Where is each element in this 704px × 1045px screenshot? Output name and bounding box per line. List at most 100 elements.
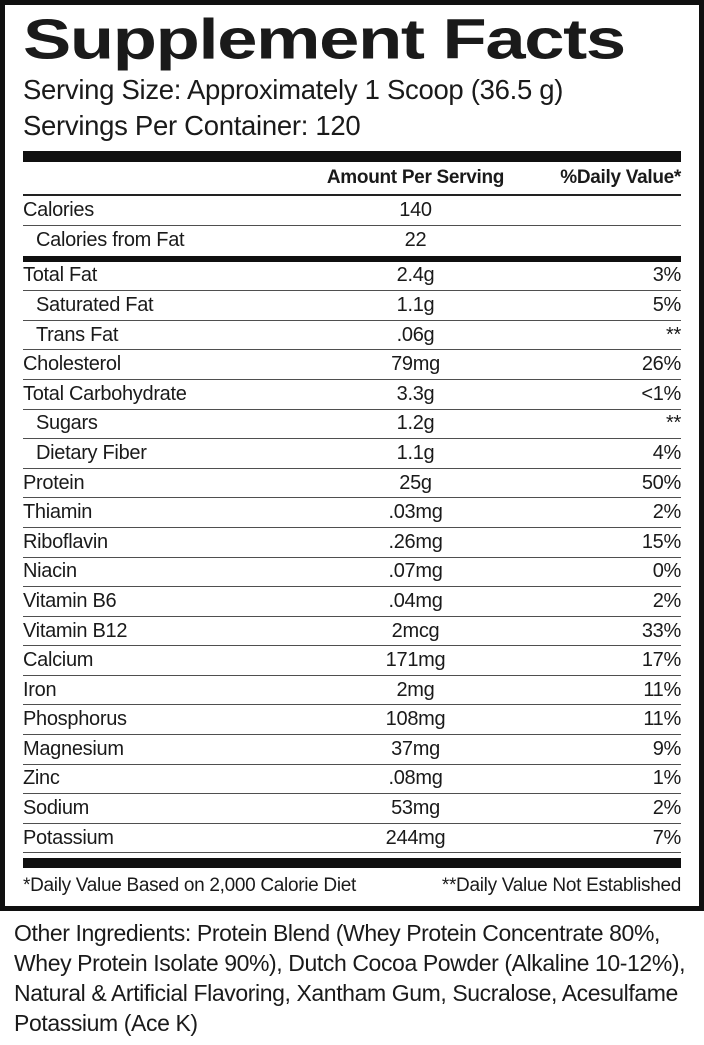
nutrient-amount: 25g (399, 471, 432, 494)
nutrient-amount: 2mcg (391, 619, 440, 642)
table-row: Calories from Fat 22 (23, 226, 681, 256)
nutrient-amount: .26mg (388, 530, 443, 553)
table-row: Vitamin B6 .04mg 2% (23, 587, 681, 617)
nutrient-name: Vitamin B6 (23, 589, 117, 612)
table-row: Vitamin B12 2mcg 33% (23, 617, 681, 647)
table-row: Calcium 171mg 17% (23, 646, 681, 676)
table-row: Riboflavin .26mg 15% (23, 528, 681, 558)
nutrient-dv: <1% (641, 382, 681, 405)
servings-per-container: Servings Per Container: 120 (23, 110, 361, 142)
nutrient-dv: 17% (641, 649, 681, 672)
nutrient-dv: 1% (652, 767, 682, 790)
nutrient-amount: .07mg (388, 560, 443, 583)
nutrient-name: Total Carbohydrate (23, 382, 187, 405)
table-row: Dietary Fiber 1.1g 4% (23, 439, 681, 469)
nutrient-amount: 244mg (385, 826, 446, 849)
supplement-facts-panel: Supplement Facts Serving Size: Approxima… (0, 0, 704, 912)
nutrient-amount: 2.4g (396, 264, 435, 287)
nutrient-amount: .06g (396, 323, 435, 346)
nutrient-amount: 22 (404, 229, 427, 252)
nutrient-name: Thiamin (23, 501, 93, 524)
table-row: Saturated Fat 1.1g 5% (23, 291, 681, 321)
footnote-daily-value: *Daily Value Based on 2,000 Calorie Diet (23, 875, 357, 897)
nutrient-name: Saturated Fat (36, 293, 154, 316)
calories-section: Calories 140 Calories from Fat 22 (23, 196, 681, 255)
nutrient-dv: 11% (643, 708, 681, 731)
header-amount-per-serving: Amount Per Serving (326, 167, 505, 189)
table-row: Iron 2mg 11% (23, 676, 681, 706)
nutrient-dv: 2% (652, 589, 682, 612)
nutrient-amount: 1.1g (396, 293, 435, 316)
nutrient-name: Iron (23, 678, 57, 701)
nutrient-name: Potassium (23, 826, 114, 849)
nutrient-amount: .03mg (388, 501, 443, 524)
nutrient-name: Trans Fat (36, 323, 119, 346)
nutrient-amount: 2mg (396, 678, 435, 701)
nutrient-amount: 108mg (385, 708, 446, 731)
nutrient-name: Riboflavin (23, 530, 108, 553)
nutrient-amount: 3.3g (396, 382, 435, 405)
nutrient-dv: 4% (652, 441, 682, 464)
nutrient-dv: 11% (643, 678, 681, 701)
nutrient-amount: 1.1g (396, 441, 435, 464)
nutrient-dv: 50% (641, 471, 681, 494)
nutrient-name: Protein (23, 471, 85, 494)
nutrient-dv: 3% (652, 264, 682, 287)
panel-title: Supplement Facts (23, 8, 626, 72)
nutrient-amount: .08mg (388, 767, 443, 790)
nutrient-name: Magnesium (23, 737, 124, 760)
table-row: Magnesium 37mg 9% (23, 735, 681, 765)
nutrient-name: Sodium (23, 797, 90, 820)
nutrient-dv: 7% (652, 826, 682, 849)
nutrient-amount: .04mg (388, 589, 443, 612)
nutrient-name: Phosphorus (23, 708, 127, 731)
nutrient-name: Total Fat (23, 264, 97, 287)
nutrient-dv: 9% (652, 737, 682, 760)
nutrient-dv: 0% (652, 560, 682, 583)
serving-size: Serving Size: Approximately 1 Scoop (36.… (23, 74, 564, 106)
nutrient-name: Zinc (23, 767, 60, 790)
nutrient-name: Sugars (36, 412, 98, 435)
column-header-row: Amount Per Serving %Daily Value* (23, 162, 681, 197)
nutrient-dv: 2% (652, 501, 682, 524)
nutrient-name: Niacin (23, 560, 77, 583)
footnote-row: *Daily Value Based on 2,000 Calorie Diet… (23, 868, 681, 906)
nutrient-name: Cholesterol (23, 353, 121, 376)
nutrient-amount: 171mg (385, 649, 446, 672)
nutrient-dv: 2% (652, 797, 682, 820)
thick-divider-top (23, 151, 681, 163)
table-row: Protein 25g 50% (23, 469, 681, 499)
table-row: Total Carbohydrate 3.3g <1% (23, 380, 681, 410)
table-row: Trans Fat .06g ** (23, 321, 681, 351)
nutrient-amount: 1.2g (396, 412, 435, 435)
nutrient-dv: ** (666, 323, 681, 346)
nutrient-amount: 37mg (391, 737, 440, 760)
nutrient-name: Calories from Fat (36, 229, 185, 252)
thick-divider-calories (23, 255, 681, 262)
nutrient-name: Vitamin B12 (23, 619, 128, 642)
table-row: Calories 140 (23, 196, 681, 226)
nutrient-amount: 53mg (391, 797, 440, 820)
footnote-not-established: **Daily Value Not Established (441, 875, 681, 897)
table-row: Sodium 53mg 2% (23, 794, 681, 824)
nutrient-name: Calcium (23, 649, 94, 672)
table-row: Niacin .07mg 0% (23, 558, 681, 588)
header-daily-value: %Daily Value* (560, 167, 681, 189)
nutrient-dv: 5% (652, 293, 682, 316)
nutrient-dv: 33% (641, 619, 681, 642)
nutrient-name: Calories (23, 199, 94, 222)
table-row: Potassium 244mg 7% (23, 824, 681, 854)
table-row: Sugars 1.2g ** (23, 410, 681, 440)
nutrient-dv: 26% (641, 353, 681, 376)
table-row: Thiamin .03mg 2% (23, 498, 681, 528)
thick-divider-bottom (23, 858, 681, 869)
table-row: Total Fat 2.4g 3% (23, 262, 681, 292)
table-row: Cholesterol 79mg 26% (23, 350, 681, 380)
nutrients-section: Total Fat 2.4g 3% Saturated Fat 1.1g 5% Trans … (23, 262, 681, 854)
nutrient-dv: ** (666, 412, 681, 435)
nutrient-amount: 79mg (391, 353, 440, 376)
table-row: Zinc .08mg 1% (23, 765, 681, 795)
nutrient-amount: 140 (399, 199, 432, 222)
nutrient-dv: 15% (641, 530, 681, 553)
table-row: Phosphorus 108mg 11% (23, 705, 681, 736)
